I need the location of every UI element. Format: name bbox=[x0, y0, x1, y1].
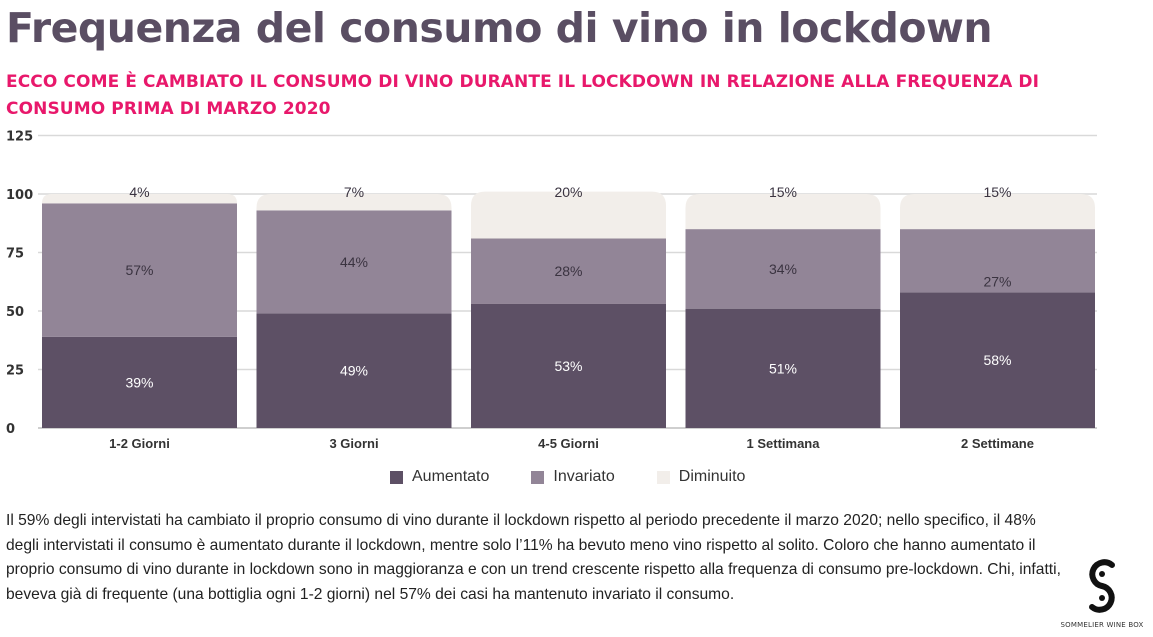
legend-swatch-invariato bbox=[531, 470, 545, 484]
legend-item-aumentato: Aumentato bbox=[390, 468, 489, 486]
y-tick-label: 25 bbox=[6, 364, 24, 379]
data-label: 7% bbox=[344, 184, 364, 200]
data-label: 28% bbox=[554, 263, 582, 279]
bar-segment-diminuito bbox=[900, 194, 1095, 230]
legend-label-diminuito: Diminuito bbox=[678, 468, 746, 485]
x-tick-label: 2 Settimane bbox=[961, 436, 1034, 451]
page-subtitle: ECCO COME È CAMBIATO IL CONSUMO DI VINO … bbox=[6, 72, 1040, 119]
bar-segment-invariato bbox=[471, 238, 666, 304]
y-tick-label: 0 bbox=[6, 422, 15, 437]
bar-segment-aumentato bbox=[256, 313, 452, 428]
chart-legend: Aumentato Invariato Diminuito bbox=[390, 468, 787, 486]
y-tick-label: 100 bbox=[6, 188, 33, 203]
data-label: 15% bbox=[769, 184, 797, 200]
data-label: 34% bbox=[769, 261, 797, 277]
data-label: 51% bbox=[769, 360, 797, 376]
legend-label-invariato: Invariato bbox=[553, 468, 615, 485]
data-label: 57% bbox=[125, 262, 153, 278]
y-tick-label: 75 bbox=[6, 247, 24, 262]
x-tick-label: 3 Giorni bbox=[329, 436, 378, 451]
page-title: Frequenza del consumo di vino in lockdow… bbox=[6, 4, 993, 52]
bar-segment-diminuito bbox=[256, 194, 452, 211]
data-label: 15% bbox=[983, 184, 1011, 200]
data-label: 27% bbox=[983, 273, 1011, 289]
logo-text: SOMMELIER WINE BOX bbox=[1060, 621, 1144, 629]
data-label: 4% bbox=[129, 184, 149, 200]
bar-segment-diminuito bbox=[471, 191, 666, 239]
data-label: 39% bbox=[125, 374, 153, 390]
bar-segment-invariato bbox=[256, 210, 452, 314]
data-label: 44% bbox=[340, 254, 368, 270]
data-label: 20% bbox=[554, 184, 582, 200]
bar-segment-invariato bbox=[42, 203, 237, 337]
bar-segment-aumentato bbox=[42, 336, 237, 428]
bar-segment-aumentato bbox=[685, 308, 881, 428]
description-paragraph: Il 59% degli intervistati ha cambiato il… bbox=[6, 512, 1061, 603]
sommelier-s-logo-icon bbox=[1089, 559, 1115, 613]
legend-item-diminuito: Diminuito bbox=[656, 468, 746, 486]
x-tick-label: 4-5 Giorni bbox=[538, 436, 599, 451]
data-label: 58% bbox=[983, 352, 1011, 368]
legend-swatch-diminuito bbox=[656, 470, 670, 484]
y-tick-label: 125 bbox=[6, 130, 33, 145]
legend-item-invariato: Invariato bbox=[531, 468, 615, 486]
bar-segment-diminuito bbox=[42, 194, 237, 204]
bar-segment-diminuito bbox=[685, 194, 881, 230]
bar-segment-invariato bbox=[900, 229, 1095, 293]
bar-segment-invariato bbox=[685, 229, 881, 309]
legend-swatch-aumentato bbox=[390, 470, 403, 484]
legend-label-aumentato: Aumentato bbox=[412, 468, 490, 485]
bar-segment-aumentato bbox=[471, 303, 666, 428]
data-label: 49% bbox=[340, 363, 368, 379]
x-tick-label: 1 Settimana bbox=[747, 436, 821, 451]
data-label: 53% bbox=[554, 358, 582, 374]
y-tick-label: 50 bbox=[6, 305, 24, 320]
bar-segment-aumentato bbox=[900, 292, 1095, 428]
stacked-bar-chart: 0 25 50 75 100 125 39% 57% 4% 1-2 Giorni 49% 44% 7% 3… bbox=[6, 130, 1097, 451]
x-tick-label: 1-2 Giorni bbox=[109, 436, 170, 451]
brand-logo: SOMMELIER WINE BOX bbox=[1052, 557, 1152, 629]
